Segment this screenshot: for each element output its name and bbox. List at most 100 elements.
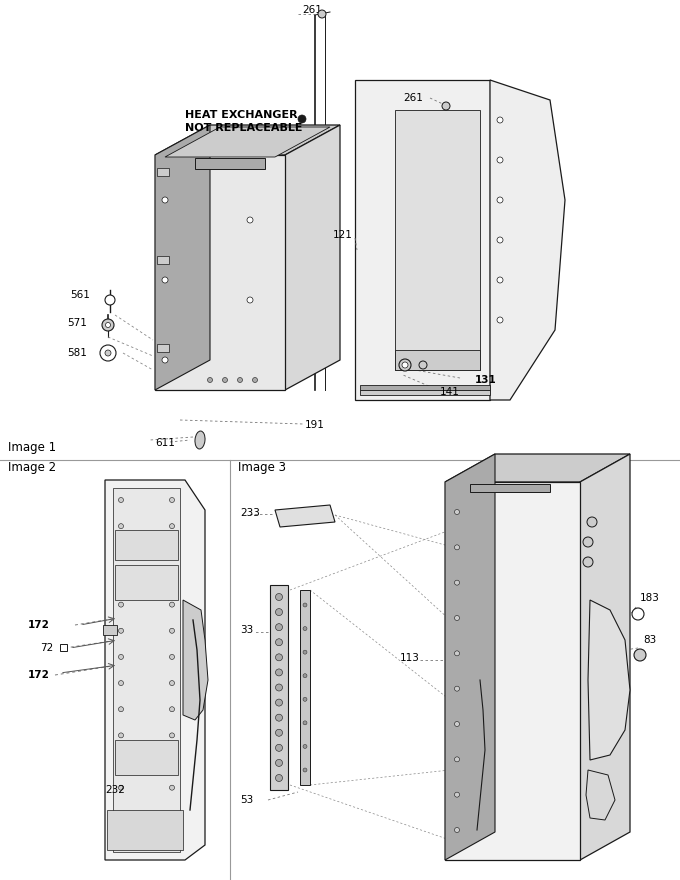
Circle shape bbox=[169, 524, 175, 529]
Polygon shape bbox=[157, 344, 169, 352]
Circle shape bbox=[454, 686, 460, 691]
Circle shape bbox=[454, 545, 460, 550]
Circle shape bbox=[454, 792, 460, 797]
Polygon shape bbox=[395, 350, 480, 370]
Text: 53: 53 bbox=[240, 795, 253, 805]
Circle shape bbox=[169, 550, 175, 554]
Circle shape bbox=[118, 733, 124, 738]
Circle shape bbox=[275, 639, 282, 646]
Circle shape bbox=[454, 580, 460, 585]
Circle shape bbox=[102, 319, 114, 331]
Text: 232: 232 bbox=[105, 785, 125, 795]
Circle shape bbox=[169, 759, 175, 764]
Circle shape bbox=[454, 510, 460, 515]
Text: 33: 33 bbox=[240, 625, 253, 635]
Circle shape bbox=[105, 322, 110, 327]
Polygon shape bbox=[355, 80, 490, 400]
Circle shape bbox=[275, 624, 282, 631]
Text: 261: 261 bbox=[302, 5, 322, 15]
Polygon shape bbox=[395, 110, 480, 370]
Circle shape bbox=[275, 609, 282, 616]
Text: 561: 561 bbox=[70, 290, 90, 300]
Polygon shape bbox=[360, 390, 490, 395]
Polygon shape bbox=[157, 256, 169, 264]
Polygon shape bbox=[445, 482, 580, 860]
Circle shape bbox=[207, 378, 212, 383]
Text: 72: 72 bbox=[40, 643, 53, 653]
Circle shape bbox=[303, 650, 307, 654]
Polygon shape bbox=[115, 530, 178, 560]
Circle shape bbox=[118, 497, 124, 502]
Circle shape bbox=[442, 102, 450, 110]
Circle shape bbox=[303, 744, 307, 748]
Polygon shape bbox=[165, 127, 330, 157]
Polygon shape bbox=[470, 484, 550, 492]
Text: 233: 233 bbox=[240, 508, 260, 518]
Polygon shape bbox=[445, 454, 630, 482]
Circle shape bbox=[247, 297, 253, 303]
Circle shape bbox=[118, 759, 124, 764]
Text: 172: 172 bbox=[28, 670, 50, 680]
Circle shape bbox=[497, 157, 503, 163]
Circle shape bbox=[587, 517, 597, 527]
Text: NOT REPLACEABLE: NOT REPLACEABLE bbox=[185, 123, 303, 133]
Circle shape bbox=[162, 357, 168, 363]
Polygon shape bbox=[270, 585, 288, 790]
Circle shape bbox=[237, 378, 243, 383]
Ellipse shape bbox=[195, 431, 205, 449]
Polygon shape bbox=[445, 454, 495, 860]
Polygon shape bbox=[113, 488, 180, 852]
Circle shape bbox=[275, 684, 282, 691]
Circle shape bbox=[497, 317, 503, 323]
Circle shape bbox=[169, 785, 175, 790]
Text: 191: 191 bbox=[305, 420, 325, 430]
Text: Image 2: Image 2 bbox=[8, 460, 56, 473]
Circle shape bbox=[275, 730, 282, 737]
Polygon shape bbox=[155, 125, 340, 155]
Polygon shape bbox=[285, 125, 340, 390]
Circle shape bbox=[169, 602, 175, 607]
Circle shape bbox=[583, 537, 593, 547]
Circle shape bbox=[162, 277, 168, 283]
Text: 83: 83 bbox=[643, 635, 656, 645]
Circle shape bbox=[454, 827, 460, 832]
Polygon shape bbox=[60, 644, 67, 651]
Polygon shape bbox=[490, 80, 565, 400]
Text: 261: 261 bbox=[403, 93, 423, 103]
Circle shape bbox=[118, 707, 124, 712]
Circle shape bbox=[118, 811, 124, 817]
Circle shape bbox=[118, 680, 124, 686]
Polygon shape bbox=[183, 600, 208, 720]
Circle shape bbox=[105, 350, 111, 356]
Circle shape bbox=[303, 697, 307, 701]
Polygon shape bbox=[107, 810, 183, 850]
Polygon shape bbox=[580, 454, 630, 860]
Text: 571: 571 bbox=[67, 318, 87, 328]
Circle shape bbox=[454, 722, 460, 727]
Circle shape bbox=[118, 524, 124, 529]
Circle shape bbox=[454, 757, 460, 762]
Circle shape bbox=[100, 345, 116, 361]
Circle shape bbox=[275, 744, 282, 752]
Circle shape bbox=[318, 10, 326, 18]
Circle shape bbox=[303, 721, 307, 725]
Text: 121: 121 bbox=[333, 230, 353, 240]
Circle shape bbox=[583, 557, 593, 567]
Circle shape bbox=[162, 197, 168, 203]
Polygon shape bbox=[157, 168, 169, 176]
Circle shape bbox=[118, 785, 124, 790]
Circle shape bbox=[118, 550, 124, 554]
Text: 172: 172 bbox=[28, 620, 50, 630]
Circle shape bbox=[275, 593, 282, 600]
Text: 113: 113 bbox=[400, 653, 420, 663]
Polygon shape bbox=[586, 770, 615, 820]
Circle shape bbox=[118, 576, 124, 581]
Circle shape bbox=[105, 295, 115, 305]
Circle shape bbox=[275, 654, 282, 661]
Text: 131: 131 bbox=[475, 375, 497, 385]
Circle shape bbox=[169, 576, 175, 581]
Circle shape bbox=[169, 680, 175, 686]
Circle shape bbox=[497, 237, 503, 243]
Polygon shape bbox=[360, 385, 490, 390]
Circle shape bbox=[169, 497, 175, 502]
